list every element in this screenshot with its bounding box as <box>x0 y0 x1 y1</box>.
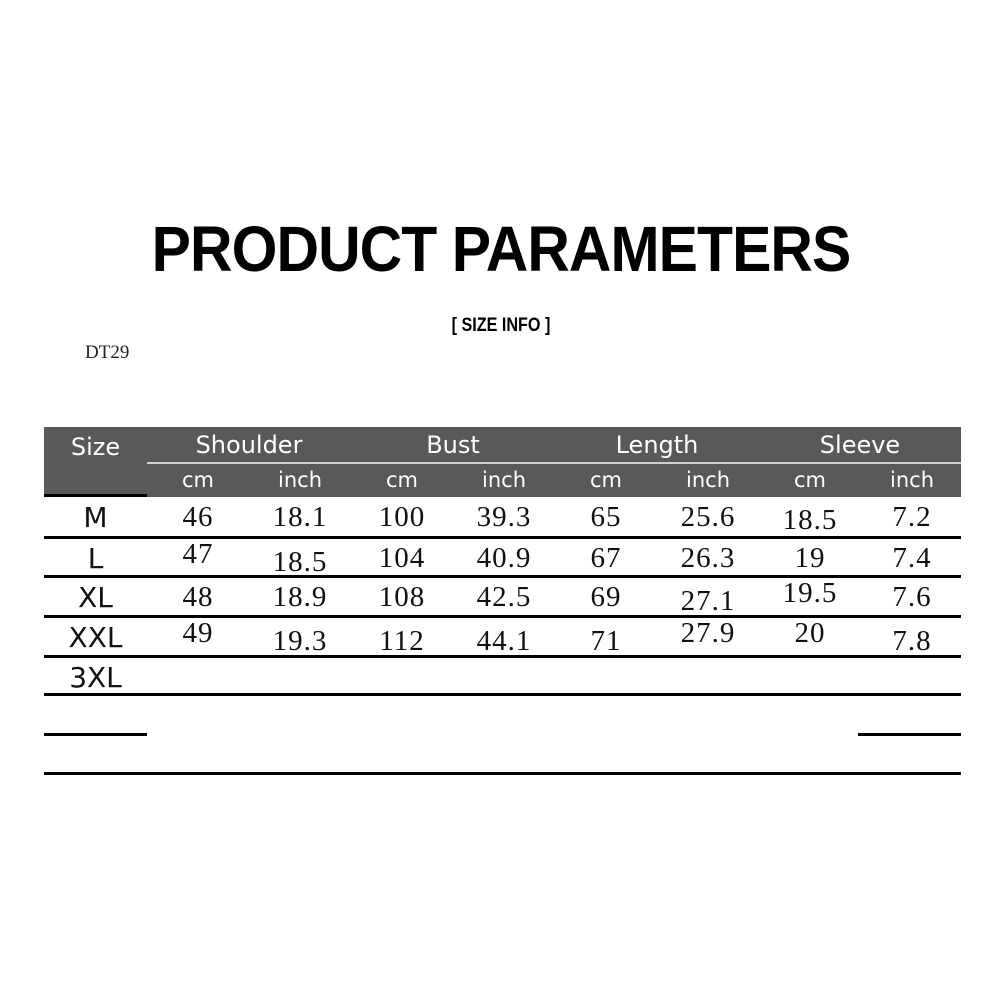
row-line-bottom <box>44 772 961 775</box>
value-cell: 46 <box>182 501 214 533</box>
value-cell: 18.1 <box>272 501 328 533</box>
unit-header: inch <box>686 468 730 492</box>
header-length: Length <box>615 431 699 459</box>
value-cell: 67 <box>590 542 622 574</box>
header-shoulder: Shoulder <box>195 431 303 459</box>
header-size: Size <box>70 433 121 461</box>
value-cell: 18.9 <box>272 581 328 613</box>
size-cell: XL <box>78 581 113 614</box>
unit-header: cm <box>181 468 214 492</box>
value-cell: 65 <box>590 501 622 533</box>
value-cell: 42.5 <box>476 581 532 613</box>
value-cell: 26.3 <box>680 542 736 574</box>
page-title: PRODUCT PARAMETERS <box>151 213 852 285</box>
value-cell: 108 <box>378 581 426 613</box>
header-sleeve: Sleeve <box>819 431 901 459</box>
unit-header: inch <box>890 468 934 492</box>
value-cell: 48 <box>182 581 214 613</box>
size-cell: L <box>87 542 104 575</box>
product-code: DT29 <box>85 342 130 363</box>
value-cell: 18.5 <box>272 546 328 578</box>
unit-header: cm <box>793 468 826 492</box>
header-divider <box>147 462 961 464</box>
row-line-left <box>44 733 147 736</box>
size-header-underline <box>44 494 147 497</box>
value-cell: 44.1 <box>476 625 532 657</box>
unit-header: cm <box>589 468 622 492</box>
value-cell: 112 <box>379 625 425 657</box>
value-cell: 7.6 <box>892 581 932 613</box>
value-cell: 100 <box>378 501 426 533</box>
value-cell: 20 <box>794 617 826 649</box>
value-cell: 19.5 <box>782 577 838 609</box>
value-cell: 7.2 <box>892 501 932 533</box>
unit-header: cm <box>385 468 418 492</box>
table-row: XL 48 18.9 108 42.5 69 27.1 19.5 7.6 <box>44 577 961 618</box>
header-bust: Bust <box>426 431 480 459</box>
value-cell: 7.4 <box>892 542 932 574</box>
value-cell: 19.3 <box>272 625 328 657</box>
row-divider <box>44 655 961 658</box>
value-cell: 27.9 <box>680 617 736 649</box>
table-row: XXL 49 19.3 112 44.1 71 27.9 20 7.8 <box>44 617 961 658</box>
row-divider <box>44 536 961 539</box>
size-cell: XXL <box>68 621 123 654</box>
table-row: L 47 18.5 104 40.9 67 26.3 19 7.4 <box>44 538 961 578</box>
row-divider <box>44 615 961 618</box>
unit-header: inch <box>482 468 526 492</box>
table-header: Size Shoulder Bust Length Sleeve cm inch c… <box>44 427 961 497</box>
value-cell: 27.1 <box>680 585 736 617</box>
table-row: M 46 18.1 100 39.3 65 25.6 18.5 7.2 <box>44 497 961 539</box>
value-cell: 19 <box>794 542 826 574</box>
value-cell: 25.6 <box>680 501 736 533</box>
value-cell: 18.5 <box>782 504 838 536</box>
value-cell: 49 <box>182 617 214 649</box>
value-cell: 69 <box>590 581 622 613</box>
value-cell: 39.3 <box>476 501 532 533</box>
value-cell: 71 <box>590 625 622 657</box>
value-cell: 104 <box>378 542 426 574</box>
row-divider <box>44 693 961 696</box>
size-cell: M <box>83 501 108 534</box>
row-divider <box>44 575 961 578</box>
table-row: 3XL <box>44 657 961 696</box>
row-line-right <box>858 733 961 736</box>
unit-header: inch <box>278 468 322 492</box>
value-cell: 47 <box>182 538 214 570</box>
value-cell: 40.9 <box>476 542 532 574</box>
value-cell: 7.8 <box>892 625 932 657</box>
size-info-subtitle: [ SIZE INFO ] <box>451 315 551 336</box>
size-cell: 3XL <box>69 661 122 694</box>
